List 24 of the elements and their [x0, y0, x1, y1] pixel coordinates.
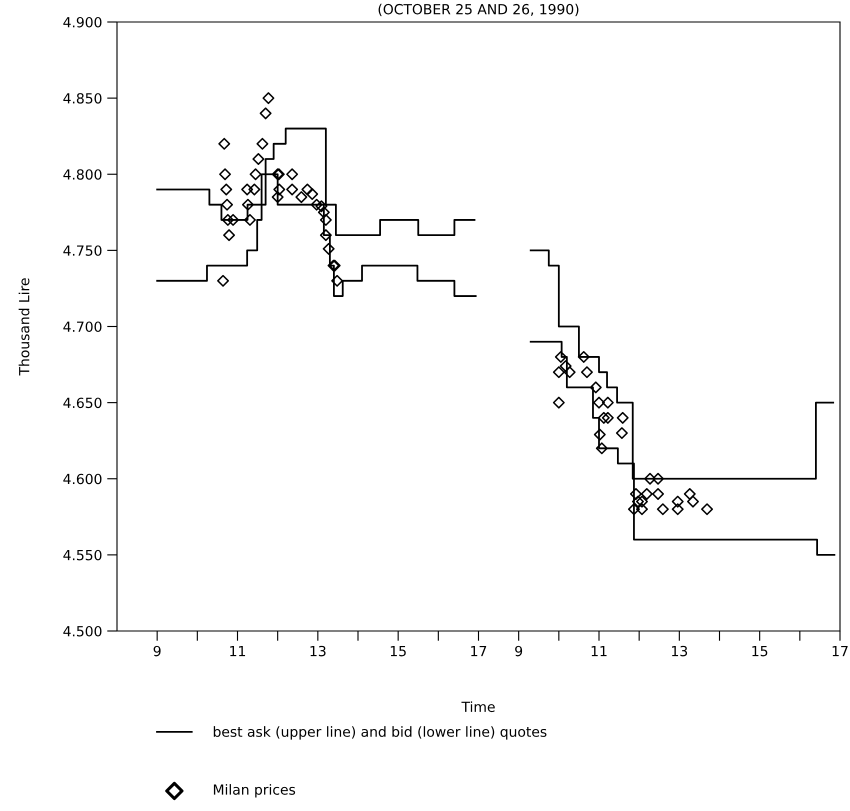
x-tick-label: 15 [752, 646, 768, 656]
legend-label: Milan prices [214, 784, 296, 798]
x-tick-label: 17 [471, 646, 486, 656]
x-tick-label: 13 [310, 646, 326, 656]
y-axis-title: Thousand Lire [18, 278, 30, 376]
x-tick-label: 9 [515, 646, 522, 656]
y-tick-label: 4.500 [63, 626, 102, 636]
chart-title: (OCTOBER 25 AND 26, 1990) [378, 4, 578, 16]
y-tick-label: 4.900 [63, 16, 102, 28]
y-tick-label: 4.700 [63, 321, 102, 332]
x-tick-label: 11 [592, 646, 607, 656]
x-axis-title: Time [461, 701, 495, 712]
x-tick-label: 9 [154, 646, 161, 656]
x-tick-label: 17 [832, 646, 848, 656]
legend-label: best ask (upper line) and bid (lower line) quotes [214, 726, 546, 740]
y-tick-label: 4.600 [63, 474, 102, 484]
y-tick-label: 4.750 [63, 245, 102, 256]
x-tick-label: 13 [672, 646, 688, 656]
y-tick-label: 4.800 [63, 169, 102, 180]
y-tick-label: 4.850 [63, 93, 102, 104]
y-tick-label: 4.550 [63, 550, 102, 560]
x-tick-label: 11 [230, 646, 246, 656]
x-tick-label: 15 [390, 646, 406, 656]
y-tick-label: 4.650 [63, 398, 102, 408]
